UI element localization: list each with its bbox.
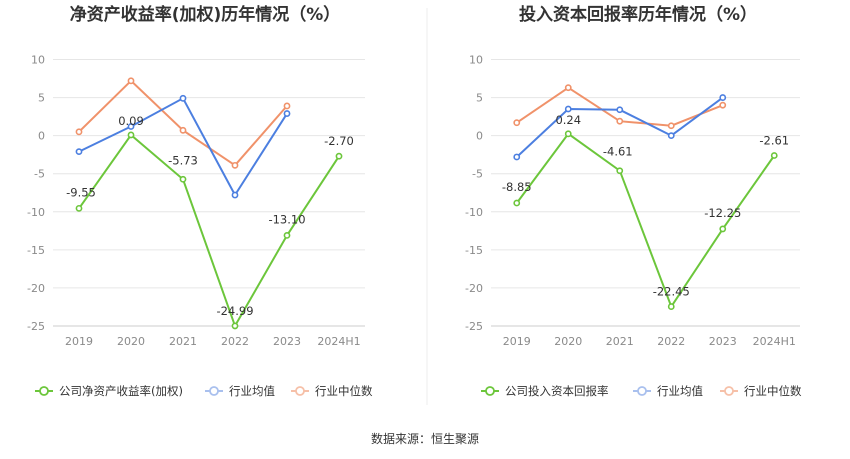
data-point — [179, 126, 187, 134]
y-tick-label: 0 — [38, 130, 45, 143]
roic-chart: 投入资本回报率历年情况（%） 10 5 0 -5 -10 -15 -20 -25 2019 2020… — [465, 4, 802, 398]
legend-item-2[interactable]: 行业中位数 — [291, 384, 373, 398]
legend-item-2[interactable]: 行业中位数 — [720, 384, 802, 398]
series-line-0 — [78, 133, 340, 329]
data-point — [231, 161, 239, 169]
y-tick-label: -10 — [27, 206, 45, 219]
data-label: -5.73 — [168, 153, 198, 167]
data-point — [231, 191, 239, 199]
legend-item-0[interactable]: 公司投入资本回报率 — [481, 384, 609, 398]
legend-marker — [724, 386, 734, 396]
x-tick-label: 2022 — [221, 335, 249, 348]
chart-title: 净资产收益率(加权)历年情况（%） — [70, 4, 341, 25]
data-point — [616, 167, 624, 175]
y-tick-label: 0 — [476, 130, 483, 143]
y-tick-label: -20 — [465, 282, 483, 295]
legend-item-0[interactable]: 公司净资产收益率(加权) — [35, 384, 183, 398]
data-point — [179, 94, 187, 102]
legend-marker — [637, 386, 647, 396]
x-tick-label: 2022 — [657, 335, 685, 348]
data-point — [616, 117, 624, 125]
y-tick-label: -5 — [34, 168, 45, 181]
x-tick-label: 2023 — [273, 335, 301, 348]
data-label: -8.85 — [502, 180, 532, 194]
x-tick-label: 2024H1 — [317, 335, 360, 348]
data-label: -9.55 — [66, 185, 96, 199]
x-tick-label: 2020 — [554, 335, 582, 348]
data-point — [616, 106, 624, 114]
legend-label: 公司投入资本回报率 — [505, 384, 609, 398]
x-tick-label: 2019 — [65, 335, 93, 348]
x-tick-label: 2024H1 — [753, 335, 796, 348]
data-label: 0.09 — [118, 114, 144, 128]
y-tick-label: -15 — [27, 244, 45, 257]
y-tick-label: -5 — [472, 168, 483, 181]
legend-item-1[interactable]: 行业均值 — [205, 384, 275, 398]
y-tick-label: -20 — [27, 282, 45, 295]
y-tick-label: -15 — [465, 244, 483, 257]
data-point — [513, 199, 521, 207]
data-point — [127, 131, 135, 139]
data-label: -12.25 — [704, 206, 741, 220]
data-point — [231, 322, 239, 330]
data-point — [770, 152, 778, 159]
data-point — [667, 122, 675, 130]
y-tick-label: -25 — [27, 320, 45, 333]
y-tick-label: -10 — [465, 206, 483, 219]
data-label: -13.10 — [268, 212, 305, 226]
legend-marker — [209, 386, 219, 396]
data-label: -22.45 — [653, 285, 690, 299]
data-label: -4.61 — [603, 145, 633, 159]
data-point — [75, 204, 83, 212]
x-tick-label: 2019 — [503, 335, 531, 348]
y-tick-label: -25 — [465, 320, 483, 333]
series-line-0 — [515, 132, 776, 309]
legend-marker — [39, 386, 49, 396]
x-tick-label: 2023 — [709, 335, 737, 348]
y-tick-label: 10 — [31, 54, 45, 67]
data-label: 0.24 — [555, 113, 581, 127]
data-point — [719, 101, 727, 109]
legend-label: 公司净资产收益率(加权) — [59, 384, 183, 398]
legend-marker — [295, 386, 305, 396]
data-label: -24.99 — [216, 304, 253, 318]
data-point — [667, 132, 675, 140]
data-point — [127, 77, 135, 85]
data-point — [513, 153, 521, 161]
legend-label: 行业中位数 — [744, 384, 802, 398]
data-point — [283, 231, 291, 239]
legend-marker — [485, 386, 495, 396]
x-tick-label: 2021 — [606, 335, 634, 348]
data-point — [283, 102, 291, 110]
data-label: -2.61 — [759, 134, 789, 148]
y-tick-label: 10 — [469, 54, 483, 67]
legend-label: 行业中位数 — [315, 384, 373, 398]
roe-chart: 净资产收益率(加权)历年情况（%） 10 5 0 -5 -10 -15 -20 -25 2019 2… — [27, 4, 373, 398]
data-point — [127, 123, 135, 130]
data-point — [283, 110, 291, 117]
data-point — [719, 94, 727, 101]
data-point — [75, 148, 83, 156]
data-point — [513, 119, 521, 127]
data-point — [75, 128, 83, 136]
legend-label: 行业均值 — [657, 384, 703, 398]
y-tick-label: 5 — [38, 92, 45, 105]
data-point — [564, 130, 572, 138]
data-label: -2.70 — [324, 134, 354, 148]
data-point — [667, 303, 675, 310]
legend-label: 行业均值 — [229, 384, 275, 398]
data-point — [719, 225, 727, 233]
data-point — [564, 84, 572, 92]
data-source-label: 数据来源：恒生聚源 — [371, 431, 479, 446]
x-tick-label: 2020 — [117, 335, 145, 348]
x-tick-label: 2021 — [169, 335, 197, 348]
data-point — [179, 175, 187, 183]
data-point — [335, 152, 343, 160]
legend-item-1[interactable]: 行业均值 — [633, 384, 703, 398]
y-tick-label: 5 — [476, 92, 483, 105]
chart-title: 投入资本回报率历年情况（%） — [519, 4, 757, 25]
data-point — [564, 105, 572, 113]
